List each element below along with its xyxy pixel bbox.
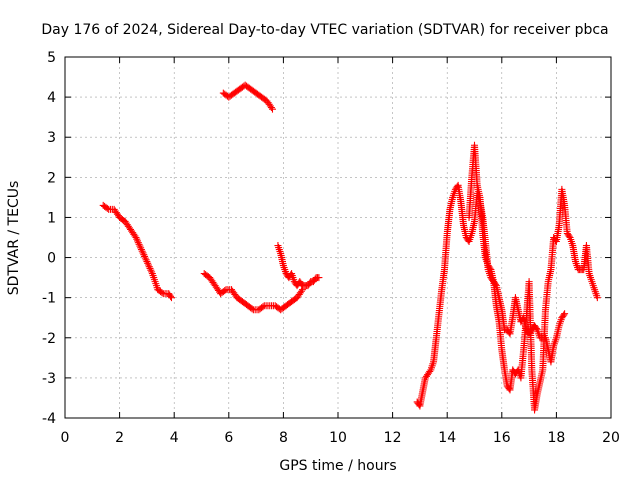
data-point-interp: [141, 252, 149, 260]
x-tick-label: 8: [279, 430, 288, 446]
data-point-interp: [560, 311, 568, 319]
data-point-interp: [267, 104, 275, 112]
data-point-interp: [259, 303, 267, 311]
y-tick-label: 1: [47, 210, 56, 226]
y-tick-label: -4: [42, 411, 56, 427]
data-point: [137, 246, 145, 254]
data-point-interp: [139, 249, 147, 257]
data-point-interp: [135, 240, 143, 248]
x-tick-label: 16: [493, 430, 511, 446]
x-axis-label: GPS time / hours: [279, 458, 396, 474]
data-point-interp: [158, 289, 166, 297]
data-point-interp: [486, 264, 494, 272]
data-point-interp: [297, 287, 305, 295]
data-point-interp: [147, 266, 155, 274]
data-point-interp: [146, 264, 154, 272]
x-tick-label: 10: [329, 430, 347, 446]
y-tick-label: -1: [42, 291, 56, 307]
data-point-interp: [103, 204, 111, 212]
data-point-interp: [134, 239, 142, 247]
series-arc-2: [219, 81, 276, 113]
data-point-interp: [248, 305, 256, 313]
data-point: [132, 234, 140, 241]
data-point-interp: [144, 259, 152, 267]
data-point: [315, 274, 323, 282]
data-point-interp: [426, 367, 434, 375]
data-point: [268, 105, 276, 113]
x-tick-label: 12: [384, 430, 402, 446]
series-arc-6: [465, 141, 601, 414]
data-point-interp: [137, 244, 145, 252]
data-point-interp: [142, 256, 150, 264]
data-point-interp: [167, 292, 175, 300]
y-tick-label: 2: [47, 170, 56, 186]
x-tick-label: 0: [61, 430, 70, 446]
data-point-interp: [145, 263, 153, 271]
series-arc-4: [274, 242, 323, 290]
y-tick-label: -2: [42, 331, 56, 347]
y-tick-label: 0: [47, 251, 56, 267]
y-tick-label: 3: [47, 130, 56, 146]
data-point: [593, 294, 601, 302]
data-point-interp: [221, 287, 229, 295]
x-tick-label: 18: [547, 430, 565, 446]
y-tick-label: 5: [47, 50, 56, 66]
data-point-interp: [144, 261, 152, 269]
series-arc-1: [99, 201, 175, 302]
data-point: [167, 294, 175, 302]
data-point-interp: [565, 232, 573, 240]
series-arc-3: [200, 270, 307, 314]
x-tick-label: 2: [115, 430, 124, 446]
data-point-interp: [138, 247, 146, 255]
data-point: [561, 310, 569, 318]
data-point-interp: [140, 251, 148, 259]
data-point-interp: [148, 268, 156, 276]
x-tick-label: 4: [170, 430, 179, 446]
chart-title: Day 176 of 2024, Sidereal Day-to-day VTE…: [41, 22, 608, 38]
x-tick-label: 20: [602, 430, 620, 446]
y-tick-label: 4: [47, 90, 56, 106]
grid-lines: [65, 57, 611, 418]
series-arc-5: [413, 181, 569, 410]
y-axis-label: SDTVAR / TECUs: [6, 181, 22, 296]
data-point-interp: [133, 235, 141, 243]
data-point: [143, 258, 151, 266]
data-points: [99, 81, 601, 414]
data-point-interp: [532, 324, 540, 332]
data-point-interp: [136, 242, 144, 250]
y-tick-label: -3: [42, 371, 56, 387]
data-point-interp: [134, 237, 142, 245]
data-point-interp: [141, 254, 149, 262]
x-tick-label: 6: [224, 430, 233, 446]
x-tick-label: 14: [438, 430, 456, 446]
